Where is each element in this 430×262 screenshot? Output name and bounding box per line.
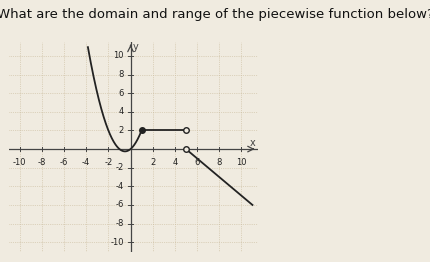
Text: x: x (249, 138, 255, 148)
Text: y: y (133, 42, 139, 52)
Text: -8: -8 (116, 219, 124, 228)
Text: -4: -4 (116, 182, 124, 191)
Text: -4: -4 (82, 158, 90, 167)
Text: 8: 8 (217, 158, 222, 167)
Text: 6: 6 (194, 158, 200, 167)
Text: What are the domain and range of the piecewise function below?: What are the domain and range of the pie… (0, 8, 430, 21)
Text: -2: -2 (104, 158, 113, 167)
Text: 4: 4 (119, 107, 124, 116)
Text: -8: -8 (38, 158, 46, 167)
Text: -10: -10 (13, 158, 26, 167)
Text: 2: 2 (119, 126, 124, 135)
Text: 2: 2 (150, 158, 155, 167)
Text: 6: 6 (119, 89, 124, 98)
Text: -2: -2 (116, 163, 124, 172)
Text: 8: 8 (119, 70, 124, 79)
Text: 10: 10 (114, 51, 124, 61)
Text: -6: -6 (60, 158, 68, 167)
Text: -10: -10 (111, 238, 124, 247)
Text: -6: -6 (116, 200, 124, 209)
Text: 4: 4 (172, 158, 178, 167)
Text: 10: 10 (236, 158, 247, 167)
